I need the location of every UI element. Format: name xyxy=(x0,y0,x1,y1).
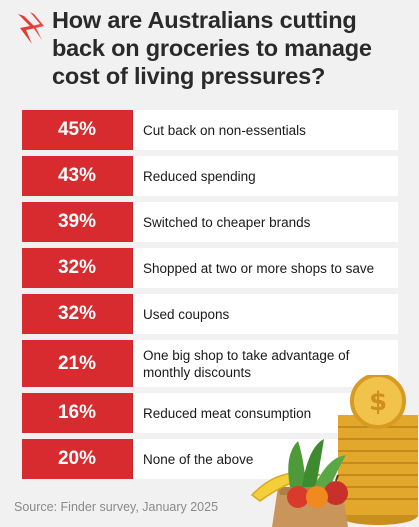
table-row: 32% Shopped at two or more shops to save xyxy=(22,248,398,288)
label-cell: Used coupons xyxy=(133,294,398,334)
percentage-cell: 45% xyxy=(22,110,133,150)
banana-icon xyxy=(250,471,321,502)
percentage-cell: 32% xyxy=(22,294,133,334)
results-table: 45% Cut back on non-essentials 43% Reduc… xyxy=(22,110,398,485)
label-cell: Cut back on non-essentials xyxy=(133,110,398,150)
svg-text:$: $ xyxy=(369,387,387,417)
percentage-cell: 21% xyxy=(22,340,133,387)
percentage-cell: 16% xyxy=(22,393,133,433)
table-row: 45% Cut back on non-essentials xyxy=(22,110,398,150)
orange-icon xyxy=(306,486,328,508)
label-cell: Reduced spending xyxy=(133,156,398,196)
page-title: How are Australians cutting back on groc… xyxy=(52,7,372,89)
percentage-cell: 43% xyxy=(22,156,133,196)
tomato-icon xyxy=(287,486,309,508)
coin-stack-icon: $ xyxy=(338,375,418,525)
percentage-cell: 32% xyxy=(22,248,133,288)
label-cell: Shopped at two or more shops to save xyxy=(133,248,398,288)
greens-icon xyxy=(288,441,306,487)
apple-icon xyxy=(324,481,348,505)
label-cell: One big shop to take advantage of monthl… xyxy=(133,340,398,387)
table-row: 32% Used coupons xyxy=(22,294,398,334)
percentage-cell: 20% xyxy=(22,439,133,479)
groceries-coins-illustration: $ xyxy=(250,375,418,527)
table-row: 39% Switched to cheaper brands xyxy=(22,202,398,242)
table-row: 21% One big shop to take advantage of mo… xyxy=(22,340,398,387)
table-row: 43% Reduced spending xyxy=(22,156,398,196)
label-cell: Switched to cheaper brands xyxy=(133,202,398,242)
percentage-cell: 39% xyxy=(22,202,133,242)
sbs-logo-icon xyxy=(18,12,44,44)
source-note: Source: Finder survey, January 2025 xyxy=(14,500,219,514)
